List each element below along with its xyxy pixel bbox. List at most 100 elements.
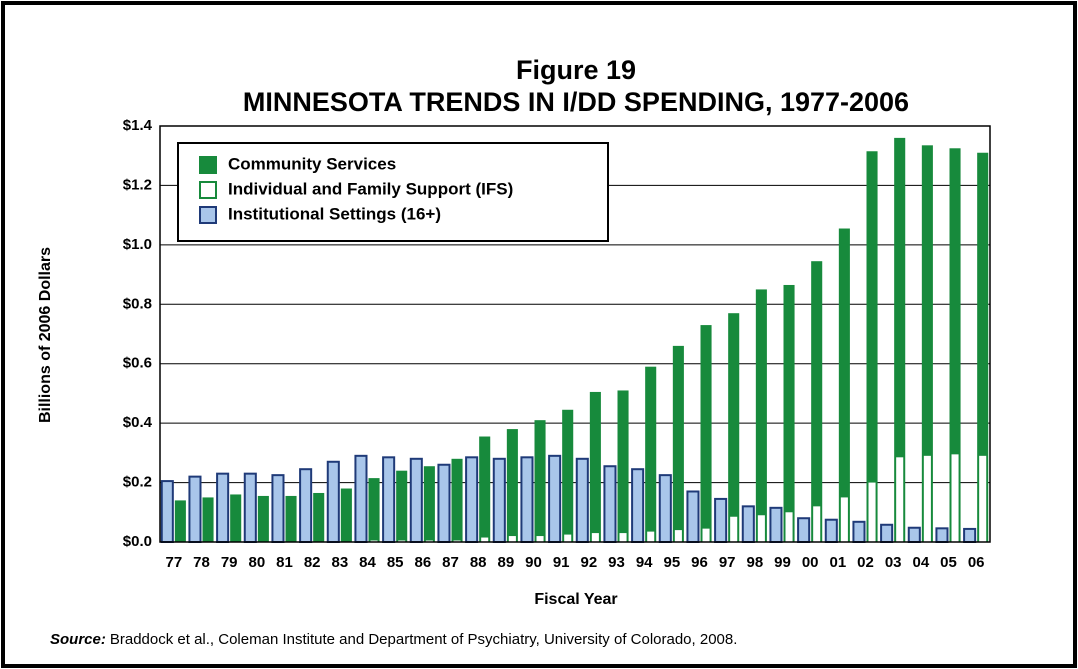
bar: [813, 506, 821, 542]
legend-swatch: [199, 206, 217, 224]
bar: [326, 460, 340, 543]
legend-swatch: [199, 181, 217, 199]
bar: [465, 456, 479, 544]
x-tick-label: 03: [885, 554, 902, 571]
bar: [174, 500, 186, 542]
y-tick-label: $0.8: [123, 295, 152, 312]
bar: [520, 456, 534, 544]
bar: [313, 492, 325, 542]
bar: [935, 527, 949, 543]
bar: [866, 151, 878, 542]
bar: [508, 536, 516, 542]
bar: [271, 474, 285, 543]
x-tick-label: 92: [580, 554, 597, 571]
x-tick-label: 99: [774, 554, 791, 571]
bar: [674, 530, 682, 542]
x-tick-label: 05: [940, 554, 957, 571]
bar: [575, 457, 589, 543]
bar: [880, 523, 894, 543]
bar: [702, 528, 710, 542]
y-tick-label: $1.0: [123, 236, 152, 253]
y-axis-label: Billions of 2006 Dollars: [37, 247, 54, 423]
x-tick-label: 82: [304, 554, 321, 571]
bar: [257, 495, 269, 542]
legend-label: Community Services: [228, 154, 396, 173]
bar: [741, 505, 755, 544]
bar: [797, 517, 811, 544]
y-tick-label: $0.2: [123, 474, 152, 491]
bar: [589, 391, 601, 542]
x-tick-label: 97: [719, 554, 736, 571]
x-tick-label: 96: [691, 554, 708, 571]
x-tick-label: 91: [553, 554, 570, 571]
x-tick-label: 85: [387, 554, 404, 571]
plot-border: [159, 125, 991, 543]
bar: [354, 454, 368, 544]
y-tick-label: $0.0: [123, 533, 152, 550]
x-tick-label: 02: [857, 554, 874, 571]
bar: [534, 420, 546, 542]
legend-box: [177, 142, 609, 242]
bar: [963, 527, 977, 544]
bar: [591, 533, 599, 542]
bar: [479, 436, 491, 542]
bar: [852, 520, 866, 544]
bar: [840, 497, 848, 542]
bar: [921, 145, 933, 543]
bar: [714, 497, 728, 543]
x-tick-label: 04: [912, 554, 929, 571]
bar: [340, 488, 352, 542]
bar: [785, 512, 793, 542]
x-tick-label: 01: [829, 554, 846, 571]
bar: [907, 526, 921, 543]
bar: [700, 325, 712, 542]
bar: [686, 490, 700, 544]
bar: [769, 506, 783, 544]
bar: [285, 495, 297, 542]
bar: [894, 137, 906, 542]
x-tick-label: 88: [470, 554, 487, 571]
x-tick-label: 95: [663, 554, 680, 571]
y-tick-label: $1.4: [123, 117, 153, 134]
bar: [368, 478, 380, 542]
bar: [396, 470, 408, 542]
x-tick-label: 00: [802, 554, 819, 571]
legend-label: Individual and Family Support (IFS): [228, 179, 513, 198]
x-tick-label: 84: [359, 554, 376, 571]
x-tick-label: 83: [331, 554, 348, 571]
x-tick-label: 81: [276, 554, 293, 571]
bar: [423, 466, 435, 542]
bar: [619, 533, 627, 542]
bar: [977, 152, 989, 542]
legend-swatch: [199, 156, 217, 174]
bar: [672, 345, 684, 542]
bar: [548, 454, 562, 544]
bar: [506, 429, 518, 542]
bar: [188, 475, 202, 543]
bar: [755, 289, 767, 542]
bar: [730, 516, 738, 542]
bar: [409, 457, 423, 543]
x-axis-label: Fiscal Year: [534, 591, 617, 608]
bar: [728, 313, 740, 542]
bar: [562, 409, 574, 542]
y-tick-label: $0.4: [123, 414, 153, 431]
bar: [647, 531, 655, 542]
x-tick-label: 94: [636, 554, 653, 571]
bar: [564, 534, 572, 542]
bar: [243, 472, 257, 543]
x-tick-label: 77: [165, 554, 182, 571]
source-text: Braddock et al., Coleman Institute and D…: [110, 631, 738, 648]
bar: [979, 455, 987, 542]
y-tick-label: $1.2: [123, 176, 152, 193]
y-tick-label: $0.6: [123, 355, 152, 372]
bar: [603, 465, 617, 544]
x-tick-label: 93: [608, 554, 625, 571]
bar: [299, 468, 313, 544]
bar: [896, 457, 904, 542]
x-tick-label: 80: [248, 554, 265, 571]
bar: [216, 472, 230, 543]
source-note: Source: Braddock et al., Coleman Institut…: [50, 631, 737, 648]
bar: [949, 148, 961, 543]
